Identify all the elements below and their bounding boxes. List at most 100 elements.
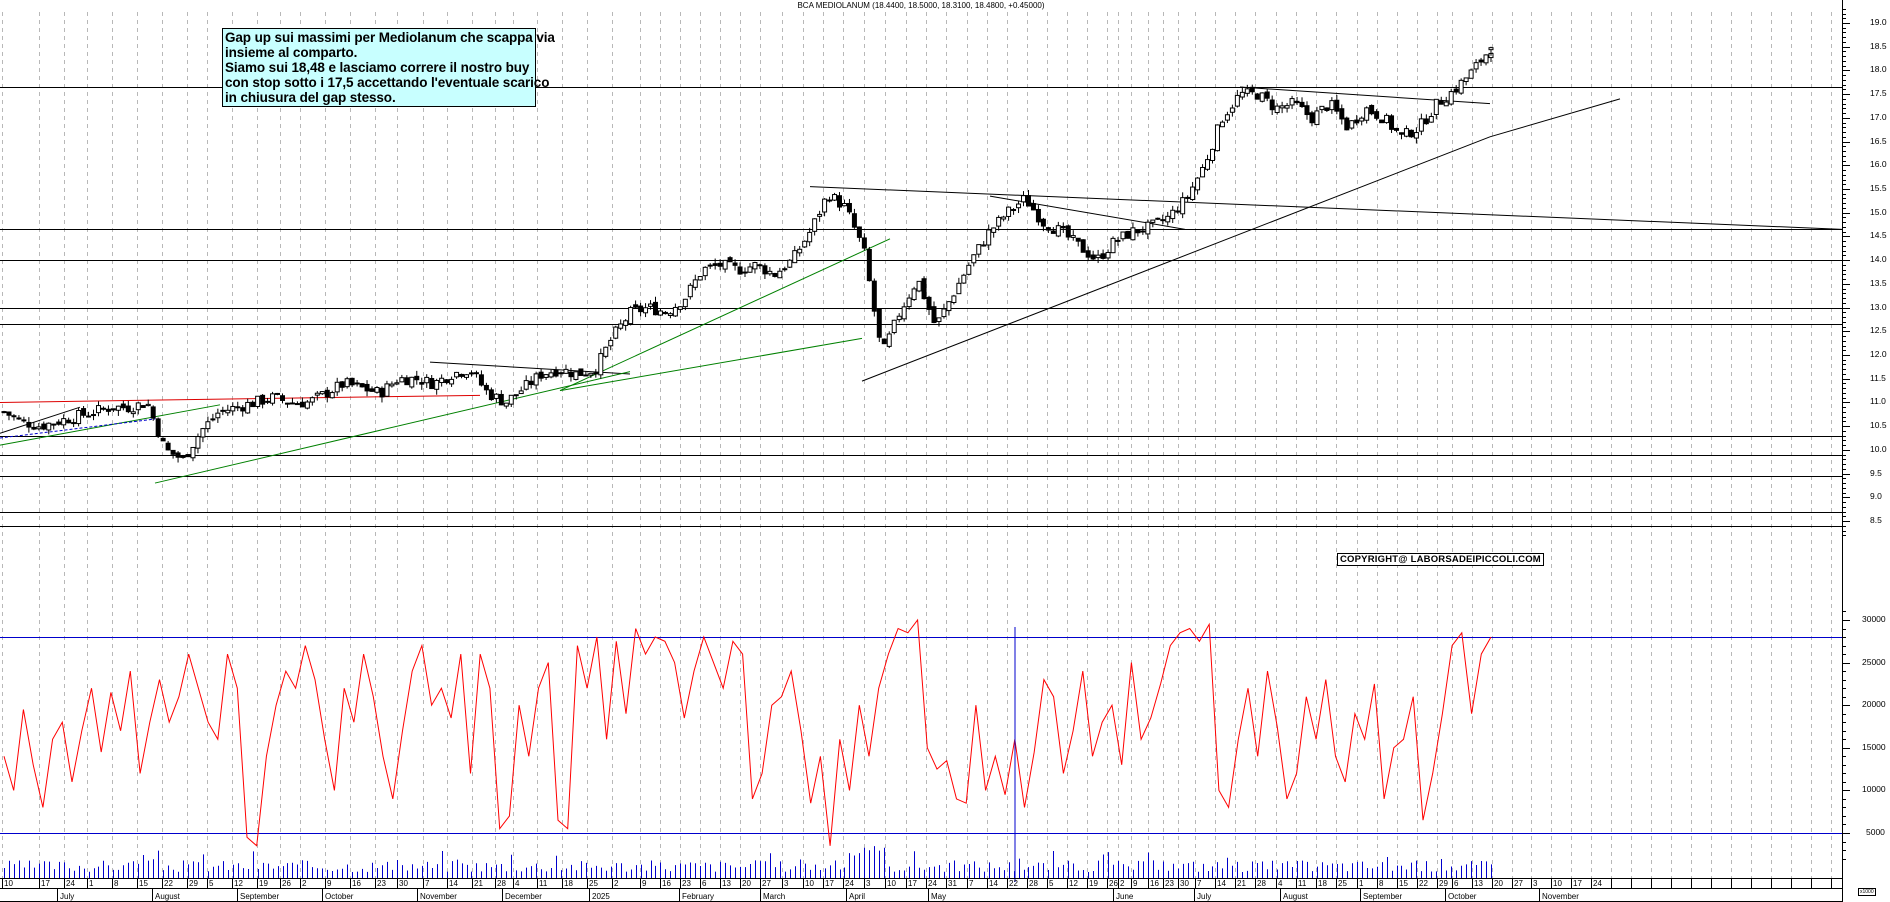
day-tick-label: 21	[474, 879, 483, 888]
day-tick-label: 20	[742, 879, 751, 888]
day-tick-label: 6	[1454, 879, 1459, 888]
oscillator-tick-label: 10000	[1862, 784, 1886, 795]
candlesticks	[1, 46, 1494, 463]
month-label: 2025	[592, 892, 610, 901]
day-tick-label: 7	[1197, 879, 1202, 888]
day-tick-label: 29	[1439, 879, 1448, 888]
day-tick-label: 17	[1573, 879, 1582, 888]
day-tick-label: 4	[1278, 879, 1283, 888]
day-tick-label: 23	[1165, 879, 1174, 888]
day-tick-label: 3	[784, 879, 789, 888]
month-label: February	[682, 892, 715, 901]
day-tick-label: 10	[887, 879, 896, 888]
day-tick-label: 30	[399, 879, 408, 888]
month-label: August	[1283, 892, 1308, 901]
month-label: November	[1542, 892, 1579, 901]
day-tick-label: 13	[722, 879, 731, 888]
y-tick-label: 18.0	[1870, 64, 1887, 75]
day-tick-label: 5	[209, 879, 214, 888]
day-tick-label: 12	[234, 879, 243, 888]
y-tick-label: 17.5	[1870, 88, 1887, 99]
annotation-line: Gap up sui massimi per Mediolanum che sc…	[225, 30, 555, 45]
day-tick-label: 21	[1237, 879, 1246, 888]
y-tick-label: 17.0	[1870, 111, 1887, 122]
day-tick-label: 9	[642, 879, 647, 888]
y-tick-label: 14.5	[1870, 230, 1887, 241]
day-tick-label: 27	[1514, 879, 1523, 888]
y-tick-label: 10.5	[1870, 420, 1887, 431]
volume-unit-label: x1000	[1858, 888, 1876, 896]
day-tick-label: 24	[928, 879, 937, 888]
day-tick-label: 11	[1298, 879, 1307, 888]
day-tick-label: 25	[589, 879, 598, 888]
day-tick-label: 24	[1593, 879, 1602, 888]
day-tick-label: 23	[682, 879, 691, 888]
day-tick-label: 23	[377, 879, 386, 888]
day-tick-label: 14	[1217, 879, 1226, 888]
y-tick-label: 9.0	[1870, 491, 1882, 502]
day-tick-label: 2	[614, 879, 619, 888]
trendlines	[0, 86, 1843, 484]
month-label: October	[325, 892, 354, 901]
month-label: September	[240, 892, 280, 901]
day-tick-label: 1	[89, 879, 94, 888]
month-label: September	[1363, 892, 1403, 901]
day-tick-label: 28	[1029, 879, 1038, 888]
y-tick-label: 12.5	[1870, 325, 1887, 336]
day-tick-label: 3	[1533, 879, 1538, 888]
day-tick-label: 30	[1180, 879, 1189, 888]
day-tick-label: 24	[66, 879, 75, 888]
day-tick-label: 8	[114, 879, 119, 888]
annotation-box: Gap up sui massimi per Mediolanum che sc…	[222, 28, 555, 107]
day-tick-label: 10	[805, 879, 814, 888]
day-tick-label: 16	[1150, 879, 1159, 888]
annotation-line: in chiusura del gap stesso.	[225, 90, 396, 105]
day-tick-label: 5	[1049, 879, 1054, 888]
y-tick-label: 18.5	[1870, 40, 1887, 51]
month-label: July	[1197, 892, 1212, 901]
day-tick-label: 19	[259, 879, 268, 888]
month-label: June	[1116, 892, 1134, 901]
day-tick-label: 18	[564, 879, 573, 888]
day-tick-label: 4	[515, 879, 520, 888]
month-label: July	[60, 892, 75, 901]
day-tick-label: 10	[1553, 879, 1562, 888]
day-tick-label: 26	[1109, 879, 1118, 888]
annotation-line: Siamo sui 18,48 e lasciamo correre il no…	[225, 60, 530, 75]
day-tick-label: 6	[702, 879, 707, 888]
month-label: November	[420, 892, 457, 901]
oscillator-tick-label: 25000	[1862, 656, 1886, 667]
day-tick-label: 19	[1089, 879, 1098, 888]
y-tick-label: 15.0	[1870, 206, 1887, 217]
month-label: March	[763, 892, 786, 901]
annotation-line: con stop sotto i 17,5 accettando l'event…	[225, 75, 550, 90]
day-tick-label: 16	[352, 879, 361, 888]
y-tick-label: 13.5	[1870, 277, 1887, 288]
day-tick-label: 22	[1419, 879, 1428, 888]
day-tick-label: 20	[1494, 879, 1503, 888]
month-label: October	[1448, 892, 1477, 901]
day-tick-label: 8	[1379, 879, 1384, 888]
chart-title: BCA MEDIOLANUM (18.4400, 18.5000, 18.310…	[797, 1, 1045, 10]
oscillator-line	[3, 618, 1492, 847]
day-tick-label: 24	[845, 879, 854, 888]
day-tick-label: 13	[1474, 879, 1483, 888]
day-tick-label: 11	[539, 879, 548, 888]
y-tick-label: 12.0	[1870, 349, 1887, 359]
day-tick-label: 26	[282, 879, 291, 888]
day-tick-label: 18	[1318, 879, 1327, 888]
month-label: May	[931, 892, 947, 901]
y-tick-label: 11.5	[1870, 372, 1886, 383]
y-tick-label: 16.5	[1870, 135, 1887, 146]
y-tick-label: 14.0	[1870, 254, 1887, 265]
day-tick-label: 16	[662, 879, 671, 888]
day-tick-label: 9	[1133, 879, 1138, 888]
axes	[0, 0, 1850, 902]
y-tick-label: 19.0	[1870, 17, 1887, 27]
day-tick-label: 25	[1338, 879, 1347, 888]
day-tick-label: 2	[1120, 879, 1125, 888]
day-tick-label: 22	[164, 879, 173, 888]
day-tick-label: 15	[139, 879, 148, 888]
day-tick-label: 2	[302, 879, 307, 888]
annotation-line: insieme al comparto.	[225, 45, 358, 60]
